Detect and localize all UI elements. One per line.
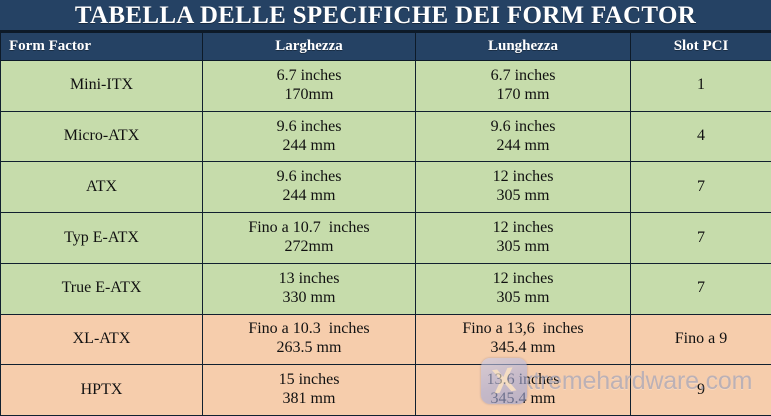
cell-larghezza-mm: 263.5 mm [276, 339, 342, 357]
column-header-form-factor: Form Factor [0, 32, 203, 61]
form-factor-label: True E-ATX [61, 279, 142, 297]
cell-form-factor: Typ E-ATX [0, 212, 203, 264]
cell-lunghezza: 13.6 inches 345.4 mm [415, 364, 631, 416]
table-row: HPTX 15 inches 381 mm 13.6 inches 345.4 mm 9 [0, 364, 771, 416]
cell-lunghezza-mm: 305 mm [496, 288, 550, 306]
cell-lunghezza-inches: 6.7 inches [490, 66, 556, 84]
cell-lunghezza-mm: 244 mm [496, 136, 550, 154]
column-header-lunghezza: Lunghezza [415, 32, 631, 61]
cell-lunghezza-mm: 345.4 mm [490, 339, 556, 357]
form-factor-label: Mini-ITX [69, 76, 134, 94]
cell-larghezza: 6.7 inches 170mm [202, 60, 416, 112]
table-header: Form Factor Larghezza Lunghezza Slot PCI [0, 32, 771, 61]
cell-slot-pci: 4 [630, 110, 771, 163]
cell-slot-pci: Fino a 9 [630, 313, 771, 366]
cell-larghezza: 9.6 inches 244 mm [202, 110, 416, 163]
cell-lunghezza: 9.6 inches 244 mm [415, 110, 631, 163]
slot-pci-value: 7 [697, 279, 705, 297]
cell-larghezza-mm: 381 mm [282, 390, 336, 408]
table-row: Typ E-ATX Fino a 10.7 inches 272mm 12 inche… [0, 212, 771, 264]
form-factor-label: HPTX [80, 380, 123, 398]
cell-lunghezza-mm: 170 mm [496, 85, 550, 103]
slot-pci-value: 4 [697, 127, 705, 145]
column-header-slot-pci: Slot PCI [630, 32, 771, 61]
cell-form-factor: ATX [0, 161, 203, 214]
cell-slot-pci: 7 [630, 262, 771, 315]
cell-form-factor: HPTX [0, 364, 203, 416]
table-row: Mini-ITX 6.7 inches 170mm 6.7 inches 170 mm 1 [0, 60, 771, 112]
cell-lunghezza-inches: 9.6 inches [490, 117, 556, 135]
cell-larghezza-mm: 330 mm [282, 288, 336, 306]
cell-larghezza-inches: 9.6 inches [276, 168, 342, 186]
form-factor-label: Micro-ATX [63, 127, 140, 145]
cell-slot-pci: 9 [630, 364, 771, 416]
cell-lunghezza: Fino a 13,6 inches 345.4 mm [415, 313, 631, 366]
column-header-larghezza: Larghezza [202, 32, 416, 61]
slot-pci-value: 1 [697, 76, 705, 94]
cell-larghezza-inches: 9.6 inches [276, 117, 342, 135]
cell-larghezza: Fino a 10.7 inches 272mm [202, 212, 416, 264]
table-row: XL-ATX Fino a 10.3 inches 263.5 mm Fino a 1… [0, 313, 771, 366]
cell-slot-pci: 1 [630, 60, 771, 112]
cell-lunghezza: 12 inches 305 mm [415, 262, 631, 315]
cell-lunghezza: 12 inches 305 mm [415, 212, 631, 264]
page-title: TABELLA DELLE SPECIFICHE DEI FORM FACTOR [74, 1, 697, 29]
table-body: Mini-ITX 6.7 inches 170mm 6.7 inches 170 mm 1… [0, 60, 771, 416]
cell-larghezza-inches: 13 inches [278, 269, 340, 287]
slot-pci-value: Fino a 9 [674, 329, 728, 347]
cell-lunghezza-inches: 12 inches [492, 269, 554, 287]
cell-form-factor: Mini-ITX [0, 60, 203, 112]
cell-slot-pci: 7 [630, 161, 771, 214]
cell-larghezza-mm: 244 mm [282, 187, 336, 205]
cell-form-factor: True E-ATX [0, 262, 203, 315]
cell-larghezza: 13 inches 330 mm [202, 262, 416, 315]
slot-pci-value: 7 [697, 177, 705, 195]
cell-lunghezza-inches: Fino a 13,6 inches [462, 320, 584, 338]
table-row: True E-ATX 13 inches 330 mm 12 inches 305 mm… [0, 262, 771, 315]
cell-larghezza-inches: 6.7 inches [276, 66, 342, 84]
cell-larghezza-mm: 170mm [284, 85, 334, 103]
cell-lunghezza: 12 inches 305 mm [415, 161, 631, 214]
cell-larghezza-mm: 272mm [284, 237, 334, 255]
slot-pci-value: 9 [697, 380, 705, 398]
cell-form-factor: XL-ATX [0, 313, 203, 366]
cell-lunghezza-inches: 12 inches [492, 219, 554, 237]
cell-lunghezza-inches: 12 inches [492, 168, 554, 186]
cell-form-factor: Micro-ATX [0, 110, 203, 163]
cell-larghezza: 9.6 inches 244 mm [202, 161, 416, 214]
cell-slot-pci: 7 [630, 212, 771, 264]
cell-larghezza-mm: 244 mm [282, 136, 336, 154]
form-factor-label: ATX [85, 177, 118, 195]
cell-lunghezza-inches: 13.6 inches [486, 371, 560, 389]
table-title-band: TABELLA DELLE SPECIFICHE DEI FORM FACTOR [0, 0, 771, 32]
cell-lunghezza-mm: 305 mm [496, 237, 550, 255]
cell-lunghezza: 6.7 inches 170 mm [415, 60, 631, 112]
slot-pci-value: 7 [697, 228, 705, 246]
cell-lunghezza-mm: 345.4 mm [490, 390, 556, 408]
cell-larghezza: 15 inches 381 mm [202, 364, 416, 416]
form-factor-spec-table: Form Factor Larghezza Lunghezza Slot PCI… [0, 32, 771, 416]
cell-larghezza-inches: Fino a 10.3 inches [248, 320, 370, 338]
form-factor-label: Typ E-ATX [64, 228, 139, 246]
cell-larghezza-inches: Fino a 10.7 inches [248, 219, 370, 237]
cell-larghezza: Fino a 10.3 inches 263.5 mm [202, 313, 416, 366]
cell-larghezza-inches: 15 inches [278, 371, 340, 389]
table-row: Micro-ATX 9.6 inches 244 mm 9.6 inches 244 m… [0, 110, 771, 163]
table-row: ATX 9.6 inches 244 mm 12 inches 305 mm 7 [0, 161, 771, 214]
table-header-row: Form Factor Larghezza Lunghezza Slot PCI [0, 32, 771, 61]
form-factor-label: XL-ATX [72, 329, 131, 347]
cell-lunghezza-mm: 305 mm [496, 187, 550, 205]
